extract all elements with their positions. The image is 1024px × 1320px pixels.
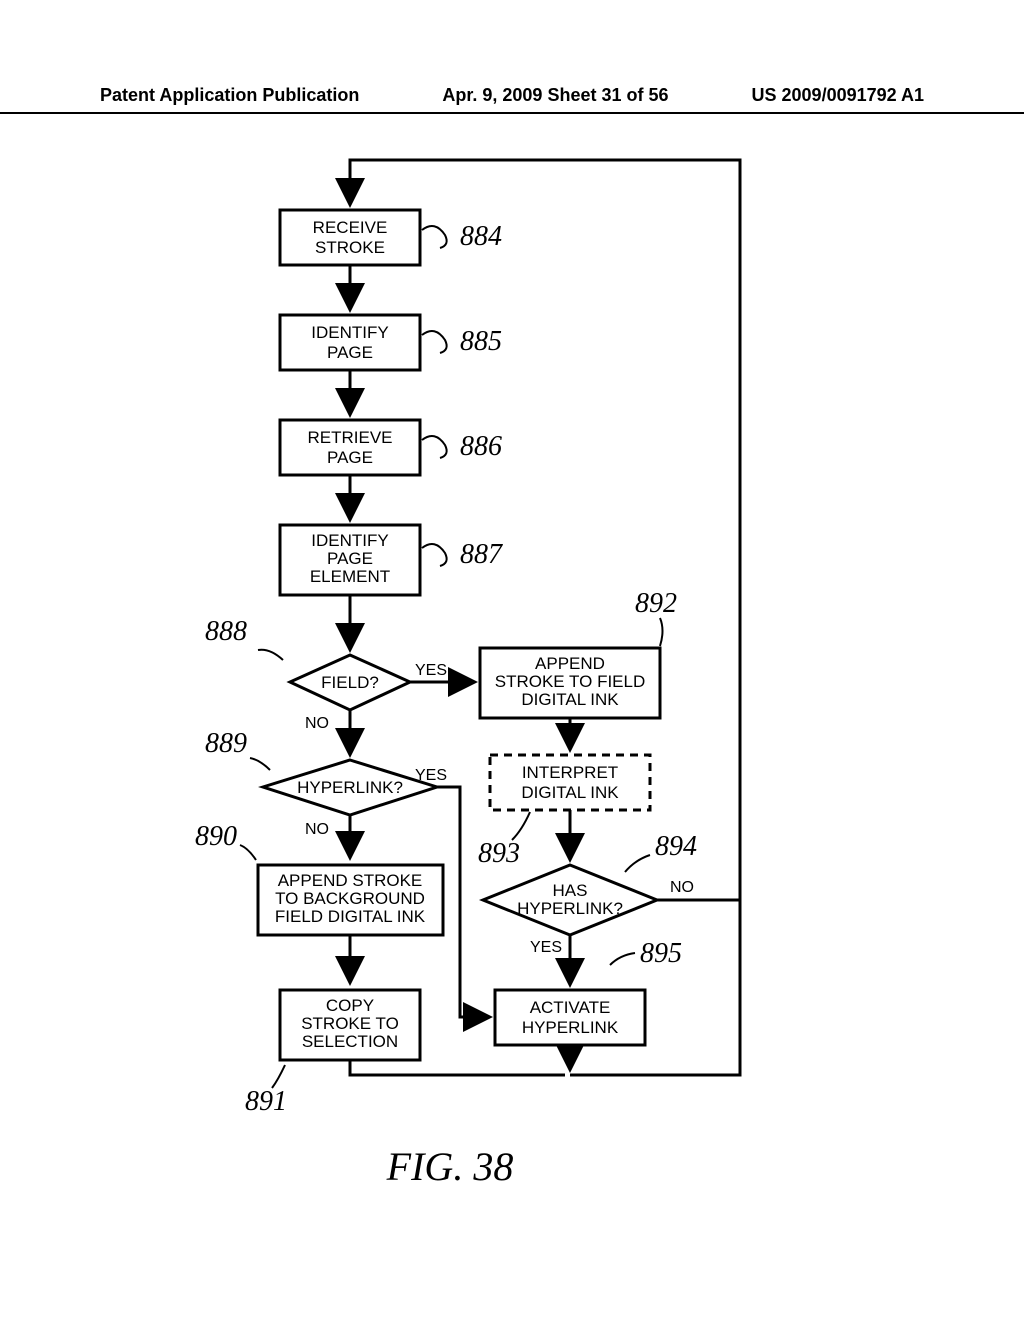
- header-rule: Patent Application Publication Apr. 9, 2…: [0, 85, 1024, 114]
- ref-894: 894: [655, 831, 697, 862]
- node-884-line1: RECEIVE: [313, 218, 388, 237]
- node-888-label: FIELD?: [321, 673, 379, 692]
- node-885-line1: IDENTIFY: [311, 323, 388, 342]
- node-889-label: HYPERLINK?: [297, 778, 403, 797]
- edge-no-888: NO: [305, 715, 329, 732]
- edge-yes-889: YES: [415, 767, 447, 784]
- node-885-line2: PAGE: [327, 343, 373, 362]
- node-887-line3: ELEMENT: [310, 567, 390, 586]
- node-893-line2: DIGITAL INK: [521, 783, 619, 802]
- node-891-line3: SELECTION: [302, 1032, 398, 1051]
- node-891-line2: STROKE TO: [301, 1014, 399, 1033]
- flowchart-svg: RECEIVE STROKE 884 IDENTIFY PAGE 885 RET…: [0, 120, 1024, 1220]
- figure-label: FIG. 38: [386, 1144, 514, 1189]
- ref-890: 890: [195, 821, 237, 852]
- node-891-line1: COPY: [326, 996, 374, 1015]
- node-890-line1: APPEND STROKE: [278, 871, 423, 890]
- node-892-line1: APPEND: [535, 654, 605, 673]
- node-894-label1: HAS: [553, 881, 588, 900]
- node-890-line2: TO BACKGROUND: [275, 889, 425, 908]
- node-887-line1: IDENTIFY: [311, 531, 388, 550]
- edge-yes-888: YES: [415, 662, 447, 679]
- page-container: Patent Application Publication Apr. 9, 2…: [0, 0, 1024, 1320]
- ref-887: 887: [460, 539, 503, 570]
- node-893-line1: INTERPRET: [522, 763, 618, 782]
- node-895-line2: HYPERLINK: [522, 1018, 619, 1037]
- ref-895: 895: [640, 938, 682, 969]
- ref-893: 893: [478, 838, 520, 869]
- node-894-label2: HYPERLINK?: [517, 899, 623, 918]
- edge-no-889: NO: [305, 821, 329, 838]
- ref-891: 891: [245, 1086, 287, 1117]
- node-887-line2: PAGE: [327, 549, 373, 568]
- ref-889: 889: [205, 728, 247, 759]
- edge-no-894: NO: [670, 879, 694, 896]
- node-892-line2: STROKE TO FIELD: [495, 672, 646, 691]
- ref-886: 886: [460, 431, 502, 462]
- node-884-line2: STROKE: [315, 238, 385, 257]
- node-895-line1: ACTIVATE: [530, 998, 611, 1017]
- ref-892: 892: [635, 588, 677, 619]
- header-mid: Apr. 9, 2009 Sheet 31 of 56: [442, 85, 668, 106]
- node-890-line3: FIELD DIGITAL INK: [275, 907, 426, 926]
- ref-884: 884: [460, 221, 502, 252]
- node-886-line2: PAGE: [327, 448, 373, 467]
- ref-888: 888: [205, 616, 247, 647]
- ref-885: 885: [460, 326, 502, 357]
- node-892-line3: DIGITAL INK: [521, 690, 619, 709]
- header-left: Patent Application Publication: [100, 85, 359, 106]
- node-886-line1: RETRIEVE: [307, 428, 392, 447]
- header-right: US 2009/0091792 A1: [752, 85, 924, 106]
- edge-yes-894: YES: [530, 939, 562, 956]
